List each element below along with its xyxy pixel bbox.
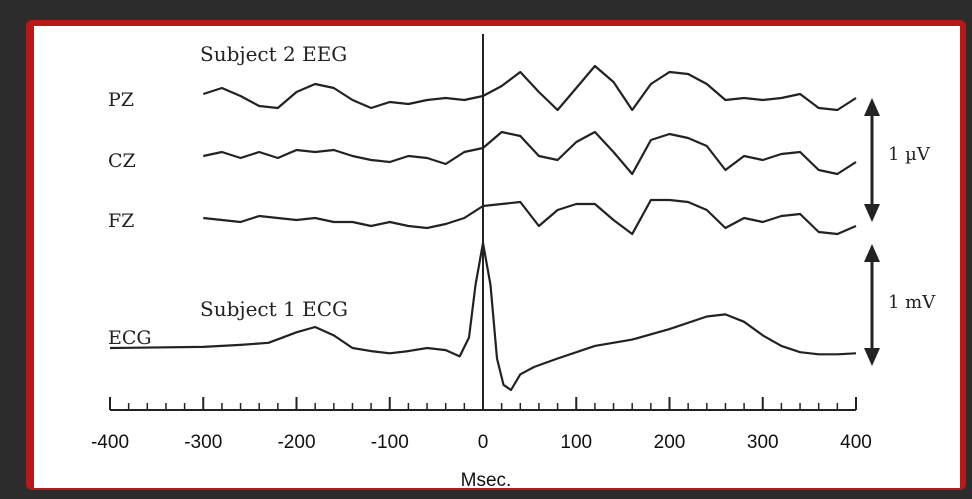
traces-group bbox=[109, 34, 857, 410]
x-tick-label: 100 bbox=[560, 432, 592, 453]
trace-fz bbox=[203, 198, 857, 236]
x-axis-title: Msec. bbox=[461, 470, 512, 488]
scale-bar-microvolt bbox=[864, 98, 880, 222]
scale-label-millivolt: 1 mV bbox=[888, 292, 936, 313]
eeg-subject-annotation: Subject 2 EEG bbox=[200, 42, 347, 66]
x-tick-label: -100 bbox=[371, 432, 409, 453]
ecg-subject-annotation: Subject 1 ECG bbox=[200, 297, 348, 321]
arrow-up-icon bbox=[864, 98, 880, 116]
trace-pz bbox=[202, 64, 857, 112]
arrow-down-icon bbox=[864, 204, 880, 222]
x-tick-label: -200 bbox=[277, 432, 315, 453]
x-tick-label: 300 bbox=[747, 432, 779, 453]
x-tick-label: 0 bbox=[478, 432, 489, 453]
x-axis: -400 -300 -200 -100 0 100 200 300 400 bbox=[91, 397, 872, 453]
scale-bars bbox=[864, 98, 880, 366]
arrow-up-icon bbox=[864, 244, 880, 262]
x-tick-label: -400 bbox=[91, 432, 129, 453]
x-tick-label: 400 bbox=[840, 432, 872, 453]
series-label-pz: PZ bbox=[108, 89, 134, 111]
scale-label-microvolt: 1 µV bbox=[888, 144, 931, 165]
series-label-fz: FZ bbox=[108, 210, 134, 232]
trace-ecg bbox=[109, 241, 857, 392]
x-tick-label: 200 bbox=[654, 432, 686, 453]
series-label-ecg: ECG bbox=[108, 327, 152, 349]
x-tick-label: -300 bbox=[184, 432, 222, 453]
trace-cz bbox=[203, 130, 857, 176]
arrow-down-icon bbox=[864, 348, 880, 366]
scale-bar-millivolt bbox=[864, 244, 880, 366]
chart-panel: -400 -300 -200 -100 0 100 200 300 400 Subject 2 … bbox=[34, 26, 960, 488]
eeg-ecg-chart: -400 -300 -200 -100 0 100 200 300 400 Subject 2 … bbox=[91, 34, 936, 488]
series-label-cz: CZ bbox=[108, 150, 136, 172]
